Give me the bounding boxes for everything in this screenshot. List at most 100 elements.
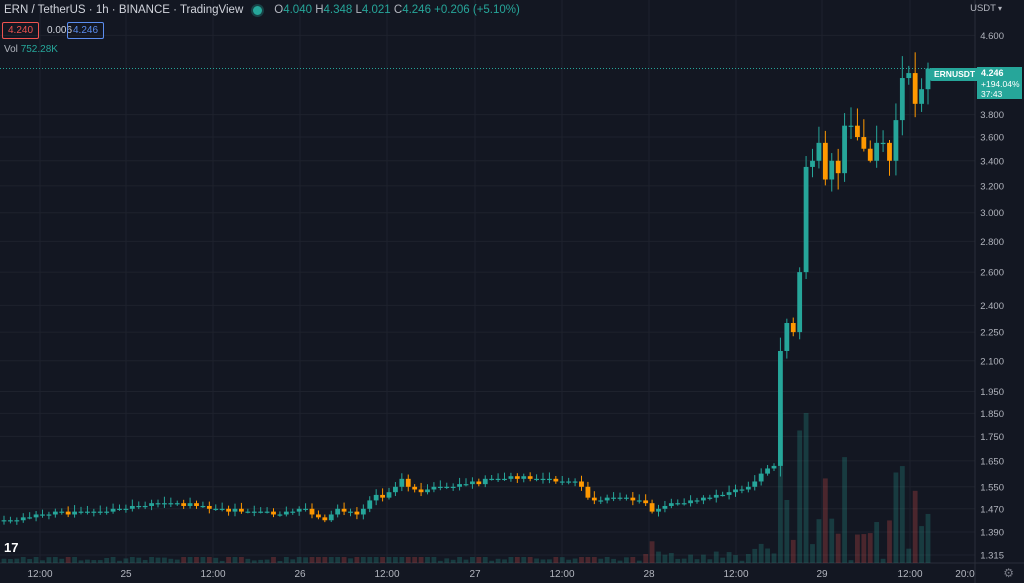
volume-bar: [694, 559, 700, 563]
candle-body: [919, 89, 924, 104]
candle-body: [925, 68, 931, 90]
volume-bar: [168, 558, 174, 563]
symbol-title[interactable]: ERN / TetherUS · 1h · BINANCE · TradingV…: [4, 4, 244, 16]
candle-body: [752, 481, 758, 487]
candle-body: [585, 486, 591, 498]
last-price: 4.246: [981, 68, 1004, 78]
candle-body: [52, 511, 58, 515]
volume-bar: [360, 557, 366, 563]
candle-body: [405, 478, 411, 487]
candle-body: [437, 486, 443, 488]
volume-bar: [624, 557, 629, 563]
volume-bar: [855, 534, 860, 563]
currency-unit-dropdown[interactable]: USDT: [970, 3, 1002, 14]
candle-body: [822, 142, 828, 180]
volume-bar: [418, 557, 424, 563]
x-tick-label: 12:00: [723, 569, 748, 580]
candle-body: [604, 497, 610, 501]
volume-bar: [367, 557, 373, 563]
y-tick-label: 3.000: [980, 208, 1004, 219]
volume-bar: [630, 557, 636, 563]
candle-body: [232, 508, 238, 512]
volume-bar: [707, 559, 713, 563]
volume-bar: [271, 557, 276, 563]
volume-bar: [213, 557, 219, 563]
volume-bar: [604, 557, 610, 563]
candle-body: [643, 500, 649, 504]
candle-body: [476, 481, 482, 485]
volume-bar: [123, 558, 129, 563]
volume-bar: [662, 554, 668, 563]
volume-bar: [681, 558, 687, 563]
spread-value: 0.006: [47, 25, 73, 36]
candle-body: [277, 514, 283, 516]
candle-body: [335, 508, 341, 515]
symbol-header[interactable]: ERN / TetherUS · 1h · BINANCE · TradingV…: [4, 4, 520, 16]
volume-bar: [335, 557, 341, 563]
candle-body: [547, 478, 552, 481]
candle-body: [97, 511, 103, 513]
tradingview-logo-icon[interactable]: 17: [4, 540, 19, 555]
buy-price-button[interactable]: 4.246: [67, 22, 105, 39]
x-tick-label: 25: [120, 569, 132, 580]
sell-price-button[interactable]: 4.240: [2, 22, 40, 39]
candle-body: [540, 478, 546, 481]
candle-body: [720, 494, 726, 497]
candle-body: [624, 497, 629, 499]
volume-bar: [78, 560, 84, 563]
candle-body: [316, 514, 321, 518]
ohlc-values: O4.040 H4.348 L4.021 C4.246 +0.206 (+5.1…: [274, 4, 520, 16]
candle-body: [65, 511, 71, 515]
candle-body: [508, 476, 514, 479]
candle-body: [457, 484, 462, 487]
volume-bar: [668, 553, 674, 563]
y-tick-label: 1.950: [980, 387, 1004, 398]
candle-body: [534, 478, 539, 481]
volume-bar: [739, 560, 745, 563]
volume-bar: [489, 560, 495, 563]
candle-body: [1, 520, 7, 522]
candle-body: [206, 505, 212, 509]
candle-body: [348, 511, 353, 513]
volume-bar: [328, 557, 334, 563]
volume-bar: [322, 557, 328, 563]
high-label: H: [315, 4, 324, 16]
volume-bar: [797, 430, 803, 563]
volume-bar: [348, 558, 353, 563]
candle-body: [912, 73, 918, 104]
volume-legend[interactable]: Vol 752.28K: [4, 44, 58, 55]
candle-body: [797, 272, 803, 333]
volume-bar: [251, 560, 257, 563]
volume-bar: [842, 457, 847, 563]
volume-bar: [174, 559, 180, 563]
volume-bar: [399, 557, 405, 563]
y-tick-label: 3.200: [980, 181, 1004, 192]
gear-icon[interactable]: ⚙: [1003, 566, 1014, 580]
volume-value: 752.28K: [20, 44, 58, 55]
volume-bar: [829, 518, 835, 563]
candle-body: [848, 125, 854, 127]
volume-bar: [450, 559, 456, 563]
volume-bar: [425, 557, 430, 563]
candle-body: [367, 500, 373, 509]
candle-body: [245, 511, 251, 513]
volume-bar: [239, 557, 244, 563]
volume-bar: [264, 559, 270, 563]
candle-body: [572, 481, 578, 483]
volume-bar: [771, 553, 777, 563]
candle-body: [675, 503, 681, 505]
y-tick-label: 1.750: [980, 432, 1004, 443]
y-tick-label: 2.250: [980, 328, 1004, 339]
volume-bar: [733, 555, 738, 563]
low-value: 4.021: [361, 4, 391, 16]
candle-body: [386, 492, 392, 498]
volume-bar: [790, 539, 796, 563]
volume-bar: [848, 560, 854, 563]
volume-bar: [893, 472, 899, 563]
close-label: C: [393, 4, 403, 16]
candle-body: [668, 503, 674, 506]
candle-body: [566, 481, 572, 483]
volume-bar: [386, 557, 392, 563]
